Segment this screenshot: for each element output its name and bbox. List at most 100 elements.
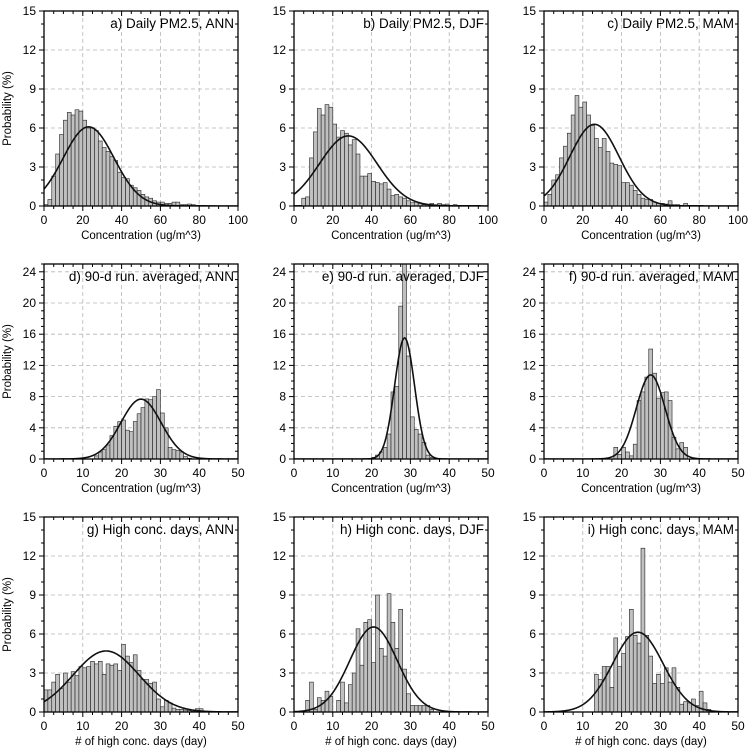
histogram-bar — [351, 672, 357, 712]
x-tick-label: 20 — [76, 213, 90, 227]
histogram-bar — [640, 391, 646, 459]
x-axis-label: Concentration (ug/m^3) — [331, 230, 451, 242]
histogram-bar — [121, 177, 126, 206]
histogram-bar — [117, 171, 122, 206]
histogram-bar — [175, 450, 181, 459]
histogram-bar — [679, 703, 684, 712]
histogram-bar — [171, 449, 177, 459]
x-tick-label: 30 — [654, 466, 668, 480]
x-tick-label: 10 — [76, 466, 90, 480]
x-tick-label: 50 — [231, 719, 245, 733]
y-tick-label: 24 — [23, 265, 37, 279]
x-tick-label: 30 — [404, 466, 418, 480]
histogram-bar — [660, 683, 665, 712]
x-tick-label: 10 — [326, 719, 340, 733]
x-tick-label: 40 — [615, 213, 629, 227]
histogram-bar — [344, 702, 349, 712]
histogram-bar — [417, 433, 423, 459]
histogram-bar — [132, 421, 138, 459]
histogram-bar — [363, 621, 369, 712]
x-tick-label: 40 — [193, 719, 207, 733]
histogram-bar — [113, 160, 119, 206]
y-tick-label: 0 — [279, 452, 286, 466]
histogram-bar — [382, 446, 388, 459]
bars — [94, 389, 192, 459]
histogram-bar — [363, 175, 369, 206]
histogram-bar — [652, 683, 657, 712]
histogram-bar — [629, 608, 634, 712]
histogram-bar — [121, 644, 126, 712]
histogram-bar — [66, 112, 72, 206]
histogram-bar — [90, 127, 95, 206]
y-tick-label: 15 — [273, 4, 287, 18]
histogram-bar — [136, 413, 142, 459]
histogram-bar — [644, 634, 650, 712]
histogram-bar — [398, 196, 403, 206]
histogram-bar — [621, 653, 626, 712]
histogram-bar — [90, 660, 95, 712]
histogram-bar — [74, 675, 80, 712]
histogram-bar — [594, 138, 599, 206]
x-tick-label: 20 — [576, 213, 590, 227]
histogram-bar — [140, 679, 146, 712]
histogram-bar — [309, 157, 314, 206]
histogram-bar — [648, 655, 653, 712]
x-tick-label: 10 — [576, 719, 590, 733]
x-tick-label: 20 — [615, 466, 629, 480]
y-tick-label: 20 — [523, 296, 537, 310]
y-tick-label: 0 — [279, 199, 286, 213]
x-tick-label: 30 — [154, 466, 168, 480]
histogram-bar — [683, 701, 688, 712]
histogram-bar — [406, 693, 411, 712]
histogram-bar — [421, 705, 427, 712]
histogram-bar — [394, 194, 400, 206]
histogram-bar — [109, 156, 115, 206]
y-tick-label: 6 — [529, 627, 536, 641]
histogram-bar — [359, 664, 365, 712]
histogram-bar — [78, 110, 84, 206]
histogram-bar — [63, 672, 68, 712]
y-tick-label: 0 — [29, 705, 36, 719]
y-tick-label: 12 — [273, 358, 287, 372]
x-tick-label: 50 — [731, 466, 745, 480]
histogram-bar — [386, 593, 392, 712]
y-tick-label: 3 — [29, 666, 36, 680]
x-tick-label: 0 — [291, 466, 298, 480]
x-tick-label: 60 — [654, 213, 668, 227]
y-tick-label: 6 — [29, 121, 36, 135]
histogram-bar — [86, 127, 91, 206]
histogram-bar — [348, 144, 353, 206]
x-tick-label: 0 — [541, 719, 548, 733]
histogram-bar — [621, 182, 626, 206]
y-tick-label: 12 — [523, 43, 537, 57]
panel-i: 0 10 20 30 40 50 0 3 6 9 12 15 # of high conc. days … — [523, 510, 745, 748]
x-tick-label: 0 — [541, 466, 548, 480]
histogram-bar — [359, 175, 365, 206]
histogram-bar — [305, 196, 310, 206]
histogram-bar — [429, 709, 434, 712]
x-tick-label: 20 — [365, 466, 379, 480]
histogram-bar — [609, 162, 615, 206]
histogram-bar — [675, 448, 681, 459]
histogram-bar — [559, 157, 564, 206]
histogram-bar — [598, 147, 603, 206]
histogram-bar — [648, 348, 653, 459]
histogram-bar — [129, 662, 134, 712]
histogram-bar — [621, 446, 626, 459]
histogram-bar — [613, 164, 619, 206]
y-tick-label: 16 — [523, 327, 537, 341]
y-tick-label: 3 — [529, 160, 536, 174]
histogram-bar — [160, 412, 165, 459]
panel-title: c) Daily PM2.5, MAM — [607, 16, 734, 31]
histogram-bar — [636, 194, 642, 206]
bars — [305, 593, 434, 712]
histogram-bar — [605, 151, 611, 206]
panel-title: g) High conc. days, ANN — [87, 522, 234, 537]
histogram-bar — [625, 182, 630, 206]
histogram-bar — [132, 654, 138, 712]
x-tick-label: 30 — [404, 719, 418, 733]
histogram-bar — [601, 138, 607, 206]
panel-d: 0 10 20 30 40 50 0 4 8 12 16 20 24 Concentration (ug/… — [2, 263, 245, 495]
y-tick-label: 9 — [279, 82, 286, 96]
y-tick-label: 4 — [279, 421, 286, 435]
